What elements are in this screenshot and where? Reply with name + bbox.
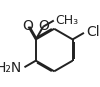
Text: Cl: Cl [86,25,100,39]
Text: H₂N: H₂N [0,61,22,75]
Text: CH₃: CH₃ [55,14,78,27]
Text: O: O [39,19,50,33]
Text: O: O [22,19,33,33]
